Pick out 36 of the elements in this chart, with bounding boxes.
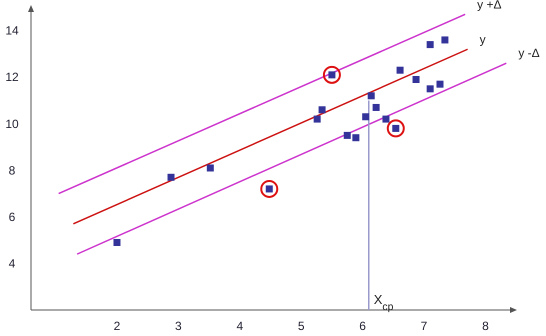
point — [260, 180, 278, 198]
point — [436, 80, 444, 88]
series-label: y +Δ — [477, 0, 502, 12]
x-tick-label: 6 — [359, 319, 366, 333]
x-tick-label: 7 — [420, 319, 428, 333]
x-tick-label: 8 — [482, 319, 490, 333]
x-tick-label: 4 — [236, 319, 244, 333]
y-tick-label: 12 — [5, 70, 19, 84]
point — [314, 116, 321, 123]
point — [441, 36, 448, 44]
point — [344, 132, 351, 139]
point — [168, 174, 175, 181]
point — [368, 92, 375, 100]
point — [396, 66, 404, 74]
y-tick-label: 4 — [8, 256, 16, 270]
x-tick-label: 2 — [114, 319, 121, 333]
series-label: y — [480, 32, 486, 46]
point — [426, 41, 434, 48]
x-tick-label: 5 — [298, 319, 305, 333]
y-tick-label: 6 — [8, 210, 16, 224]
point — [372, 104, 380, 111]
x-tick-label: 3 — [175, 319, 182, 333]
point — [362, 113, 370, 120]
point — [386, 119, 405, 138]
point — [382, 116, 390, 123]
y-tick-label: 8 — [8, 163, 16, 178]
series-label: y -Δ — [518, 46, 540, 60]
y-tick-label: 10 — [5, 116, 19, 131]
point — [426, 85, 434, 92]
point — [322, 66, 341, 84]
point — [318, 106, 326, 114]
point — [206, 164, 214, 172]
point — [412, 76, 420, 84]
point — [352, 134, 360, 142]
point — [113, 238, 120, 246]
y-tick-label: 14 — [5, 24, 19, 38]
